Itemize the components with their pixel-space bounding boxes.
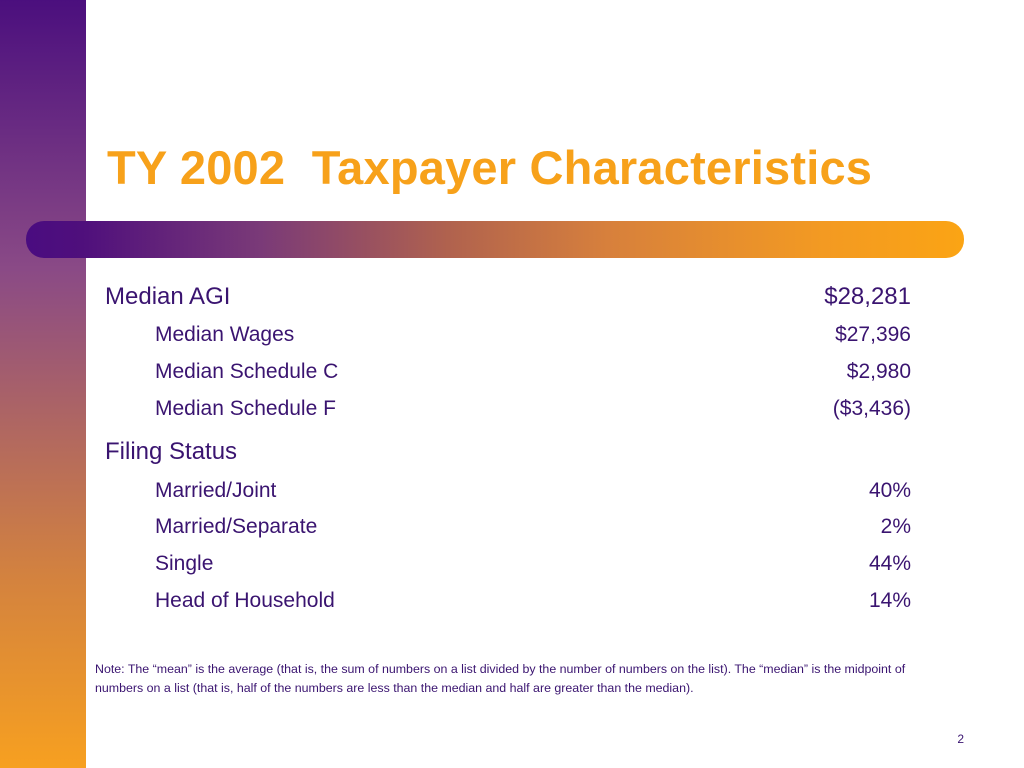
row-value: $2,980 <box>846 360 911 383</box>
footnote: Note: The “mean” is the average (that is… <box>95 662 906 695</box>
row-label: Single <box>155 552 214 575</box>
side-gradient-band <box>0 0 86 768</box>
row-value: $28,281 <box>824 283 911 310</box>
row-label: Median Schedule C <box>155 360 339 383</box>
row-label: Median Schedule F <box>155 397 336 420</box>
row-value: 14% <box>868 589 911 612</box>
title-underline-bar <box>26 221 964 258</box>
row-label: Median AGI <box>105 283 231 310</box>
row-value: 2% <box>880 515 911 538</box>
row-label: Filing Status <box>105 438 238 465</box>
row-label: Median Wages <box>155 323 295 346</box>
row-value: 40% <box>868 479 911 502</box>
row-value: ($3,436) <box>832 397 911 420</box>
row-label: Head of Household <box>155 589 335 612</box>
row-value: $27,396 <box>835 323 911 346</box>
row-value: 44% <box>868 552 911 575</box>
slide-title: TY 2002 Taxpayer Characteristics <box>107 141 873 194</box>
page-number: 2 <box>957 732 964 746</box>
row-label: Married/Separate <box>155 515 318 538</box>
row-label: Married/Joint <box>155 479 277 502</box>
